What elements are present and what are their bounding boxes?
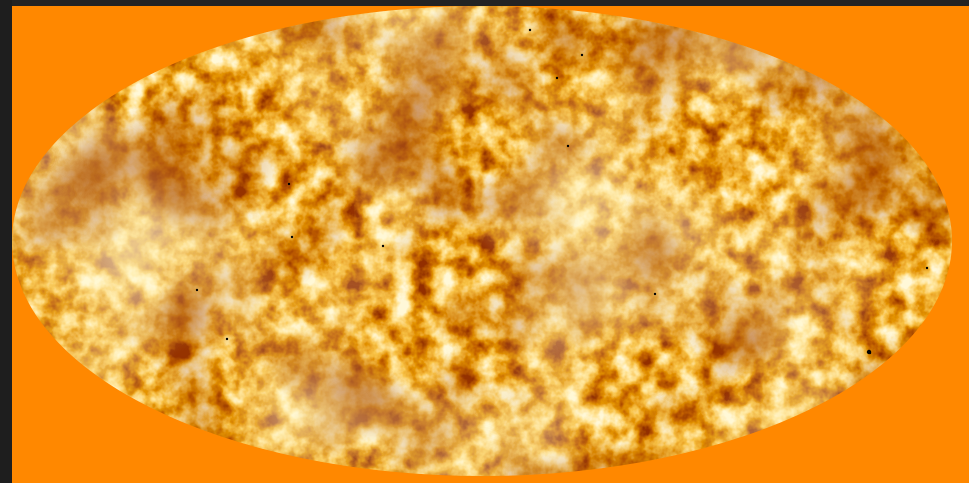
point-source: [381, 244, 385, 248]
point-source: [225, 337, 229, 341]
point-source: [290, 235, 294, 239]
sky-map-image: [12, 6, 952, 476]
map-viewer[interactable]: [12, 6, 969, 483]
point-source: [566, 144, 570, 148]
mollweide-ellipse: [12, 6, 952, 476]
point-source: [528, 28, 532, 32]
window-top-edge: [0, 0, 969, 6]
point-source: [580, 53, 584, 57]
point-sources: [195, 28, 929, 355]
point-source: [868, 351, 872, 355]
point-source: [195, 288, 199, 292]
point-source: [653, 292, 657, 296]
window-left-edge: [0, 0, 12, 483]
point-source: [925, 266, 929, 270]
point-source: [555, 76, 559, 80]
point-source: [287, 182, 291, 186]
